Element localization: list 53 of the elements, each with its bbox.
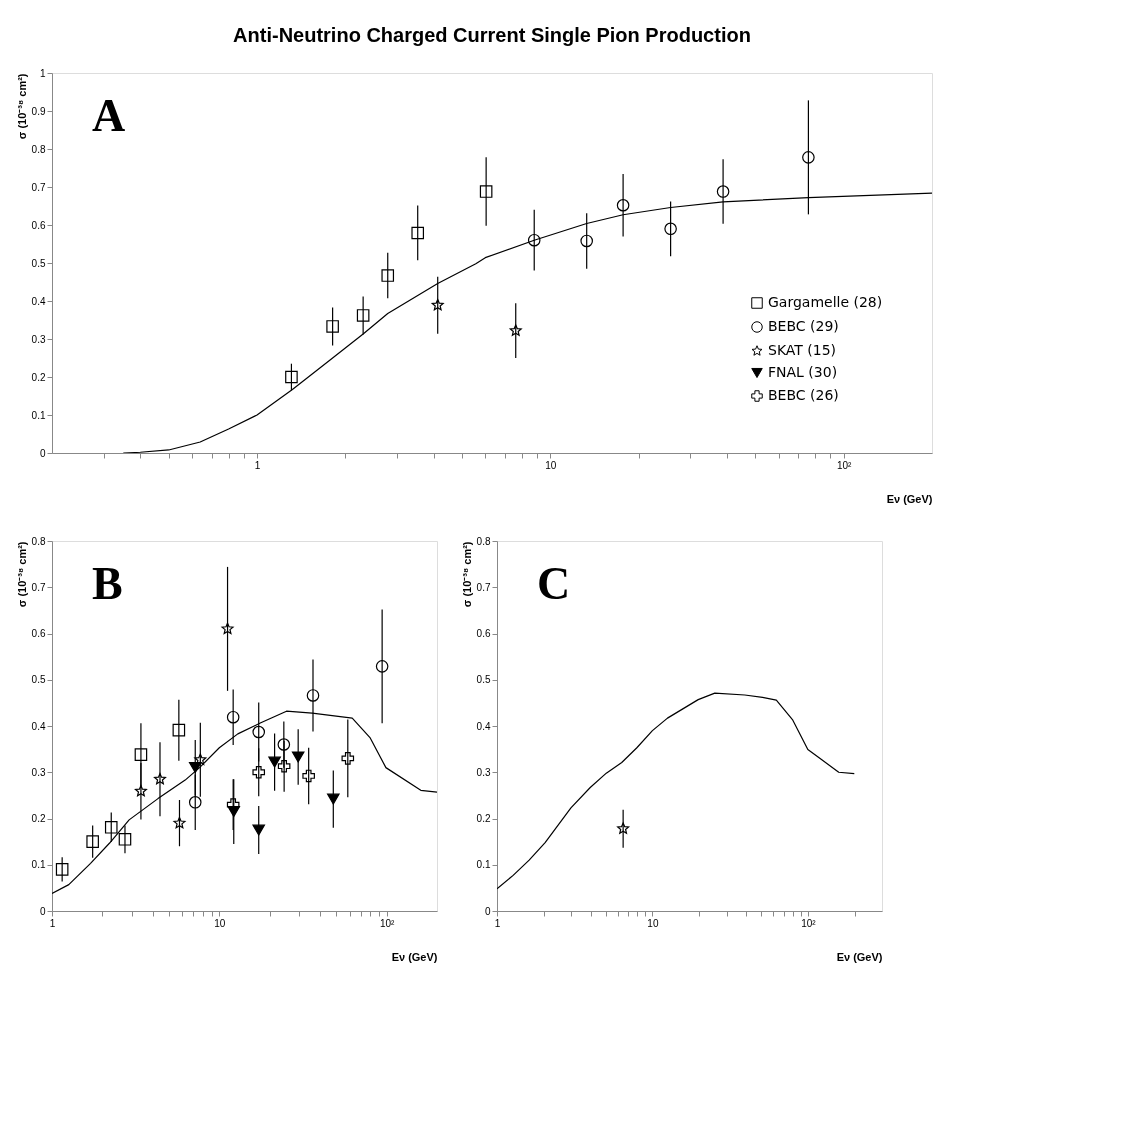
legend-label: BEBC (29) bbox=[768, 318, 839, 334]
y-tick-label: 0.1 bbox=[476, 859, 491, 871]
legend-label: SKAT (15) bbox=[768, 342, 837, 358]
x-tick-label: 10² bbox=[836, 459, 853, 471]
annotation: B bbox=[92, 558, 123, 609]
y-tick-label: 0.4 bbox=[31, 720, 46, 732]
x-tick-label: 1 bbox=[49, 917, 56, 929]
chart-title: Anti-Neutrino Charged Current Single Pion Production bbox=[233, 24, 751, 46]
y-tick-label: 0.1 bbox=[31, 409, 46, 421]
y-tick-label: 0.6 bbox=[31, 628, 46, 639]
y-tick-label: 0.8 bbox=[31, 143, 46, 155]
x-tick-label: 1 bbox=[254, 459, 261, 471]
y-tick-label: 0.2 bbox=[31, 371, 46, 383]
y-tick-label: 0.8 bbox=[31, 535, 46, 547]
y-tick-label: 0.4 bbox=[476, 720, 491, 732]
y-tick-label: 0.3 bbox=[31, 333, 46, 345]
x-axis-title: Eν (GeV) bbox=[886, 492, 933, 505]
y-tick-label: 0.2 bbox=[476, 813, 491, 824]
y-tick-label: 0.7 bbox=[476, 581, 491, 593]
x-tick-label: 10 bbox=[647, 917, 659, 929]
y-tick-label: 0 bbox=[39, 905, 46, 917]
annotation: A bbox=[92, 90, 126, 141]
x-tick-label: 1 bbox=[494, 917, 501, 929]
y-axis-title: σ (10⁻³⁸ cm²) bbox=[15, 541, 28, 608]
y-tick-label: 0.1 bbox=[31, 859, 46, 871]
legend-label: Gargamelle (28) bbox=[768, 294, 883, 310]
x-tick-label: 10² bbox=[801, 917, 817, 929]
legend-label: FNAL (30) bbox=[768, 364, 838, 380]
y-tick-label: 0.4 bbox=[31, 295, 46, 307]
annotation: C bbox=[537, 558, 571, 609]
y-tick-label: 0.3 bbox=[476, 766, 491, 778]
y-tick-label: 0.9 bbox=[31, 105, 46, 117]
y-tick-label: 0.3 bbox=[31, 766, 46, 778]
y-tick-label: 0 bbox=[484, 905, 491, 917]
y-tick-label: 0.7 bbox=[31, 581, 46, 593]
y-tick-label: 0.6 bbox=[31, 219, 46, 231]
y-tick-label: 0.5 bbox=[31, 674, 46, 686]
y-tick-label: 0 bbox=[39, 447, 46, 459]
y-tick-label: 0.6 bbox=[476, 628, 491, 639]
y-axis-title: σ (10⁻³⁸ cm²) bbox=[15, 73, 28, 140]
x-tick-label: 10 bbox=[214, 917, 226, 929]
x-axis-title: Eν (GeV) bbox=[836, 950, 883, 963]
y-axis-title: σ (10⁻³⁸ cm²) bbox=[460, 541, 473, 608]
y-tick-label: 0.8 bbox=[476, 535, 491, 547]
y-tick-label: 0.7 bbox=[31, 181, 46, 193]
x-tick-label: 10 bbox=[545, 459, 557, 471]
y-tick-label: 0.5 bbox=[31, 257, 46, 269]
x-tick-label: 10² bbox=[379, 917, 396, 929]
y-tick-label: 0.2 bbox=[31, 813, 46, 824]
x-axis-title: Eν (GeV) bbox=[391, 950, 438, 963]
y-tick-label: 0.5 bbox=[476, 674, 491, 686]
y-tick-label: 1 bbox=[39, 67, 46, 79]
legend-label: BEBC (26) bbox=[768, 387, 839, 403]
